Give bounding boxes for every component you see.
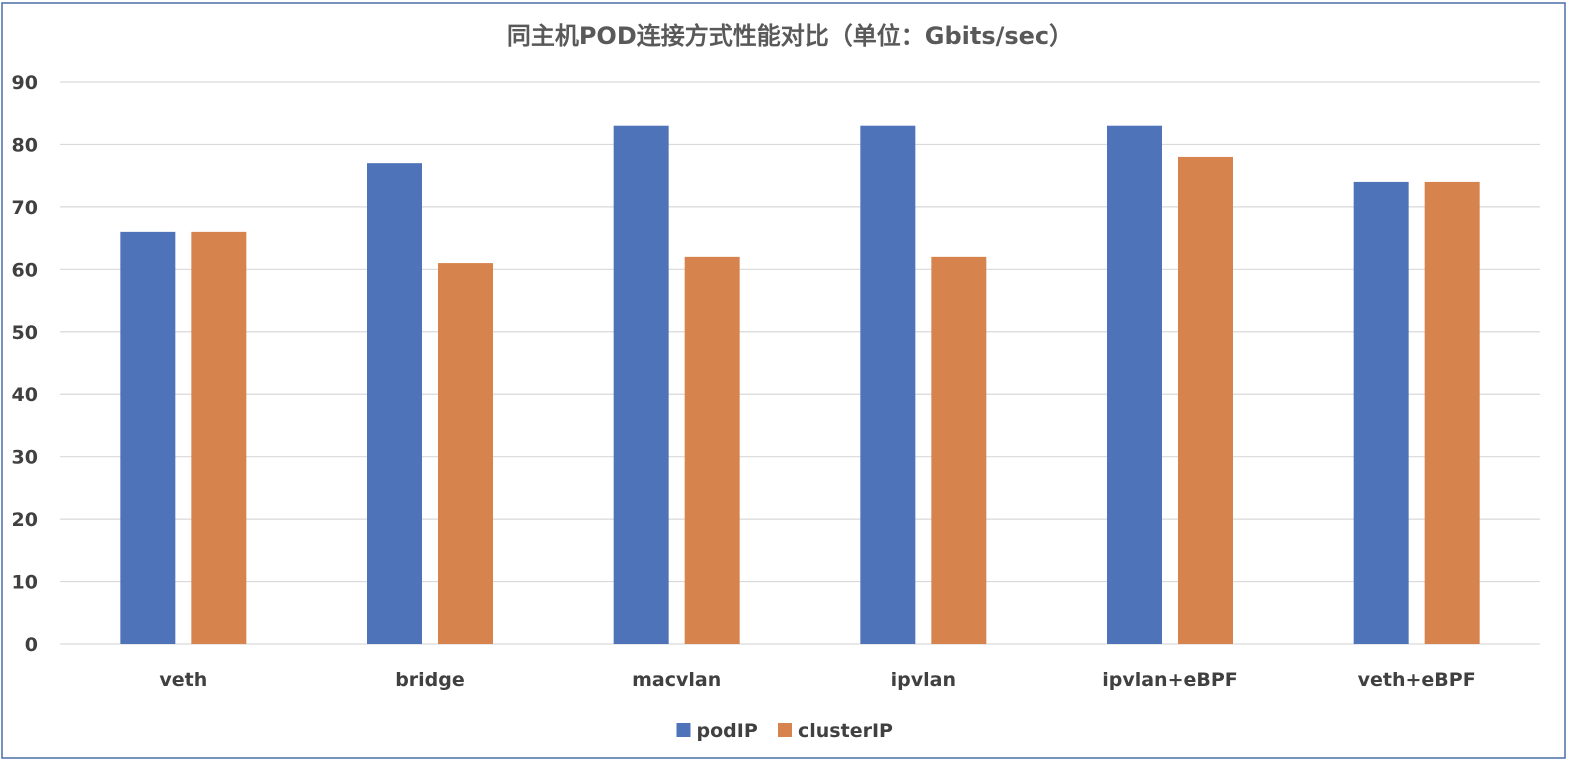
y-tick-label: 0	[25, 634, 38, 656]
bar-podIP-ipvlan+eBPF	[1107, 125, 1162, 644]
legend-swatch-podIP	[676, 723, 691, 737]
bar-clusterIP-veth+eBPF	[1424, 181, 1480, 644]
x-category-label: macvlan	[632, 669, 721, 691]
y-tick-label: 80	[12, 134, 38, 156]
y-tick-label: 70	[12, 197, 38, 219]
bar-clusterIP-bridge	[438, 263, 493, 644]
bars	[120, 125, 1480, 644]
gridlines	[60, 81, 1540, 645]
bar-clusterIP-ipvlan+eBPF	[1178, 156, 1233, 644]
bar-podIP-bridge	[367, 163, 422, 644]
y-tick-label: 20	[12, 509, 38, 531]
y-tick-label: 30	[12, 447, 38, 469]
x-category-label: ipvlan	[891, 669, 956, 691]
bar-podIP-macvlan	[613, 125, 669, 644]
y-axis-ticks: 0 10 20 30 40 50 60 70 80 90	[12, 72, 38, 656]
chart-title: 同主机POD连接方式性能对比（单位：Gbits/sec）	[507, 22, 1073, 50]
legend: podIP clusterIP	[676, 720, 893, 742]
y-tick-label: 10	[12, 572, 38, 594]
legend-label-podIP: podIP	[697, 720, 758, 742]
bar-clusterIP-macvlan	[684, 256, 740, 644]
y-tick-label: 90	[12, 72, 38, 94]
bar-podIP-ipvlan	[860, 125, 916, 644]
x-category-label: ipvlan+eBPF	[1102, 669, 1238, 691]
chart-outline	[1, 2, 1566, 759]
y-tick-label: 50	[12, 322, 38, 344]
bar-podIP-veth	[120, 231, 176, 644]
chart-border	[1, 2, 1566, 759]
bar-clusterIP-veth	[191, 231, 247, 644]
bar-podIP-veth+eBPF	[1353, 181, 1409, 644]
legend-label-clusterIP: clusterIP	[798, 720, 893, 742]
legend-swatch-clusterIP	[778, 723, 792, 737]
x-category-label: bridge	[395, 669, 465, 691]
y-tick-label: 40	[12, 384, 38, 406]
x-category-label: veth	[159, 669, 207, 691]
x-category-label: veth+eBPF	[1358, 669, 1476, 691]
x-axis-categories: veth bridge macvlan ipvlan ipvlan+eBPF veth+e…	[159, 669, 1475, 691]
y-tick-label: 60	[12, 259, 38, 281]
bar-clusterIP-ipvlan	[931, 256, 987, 644]
